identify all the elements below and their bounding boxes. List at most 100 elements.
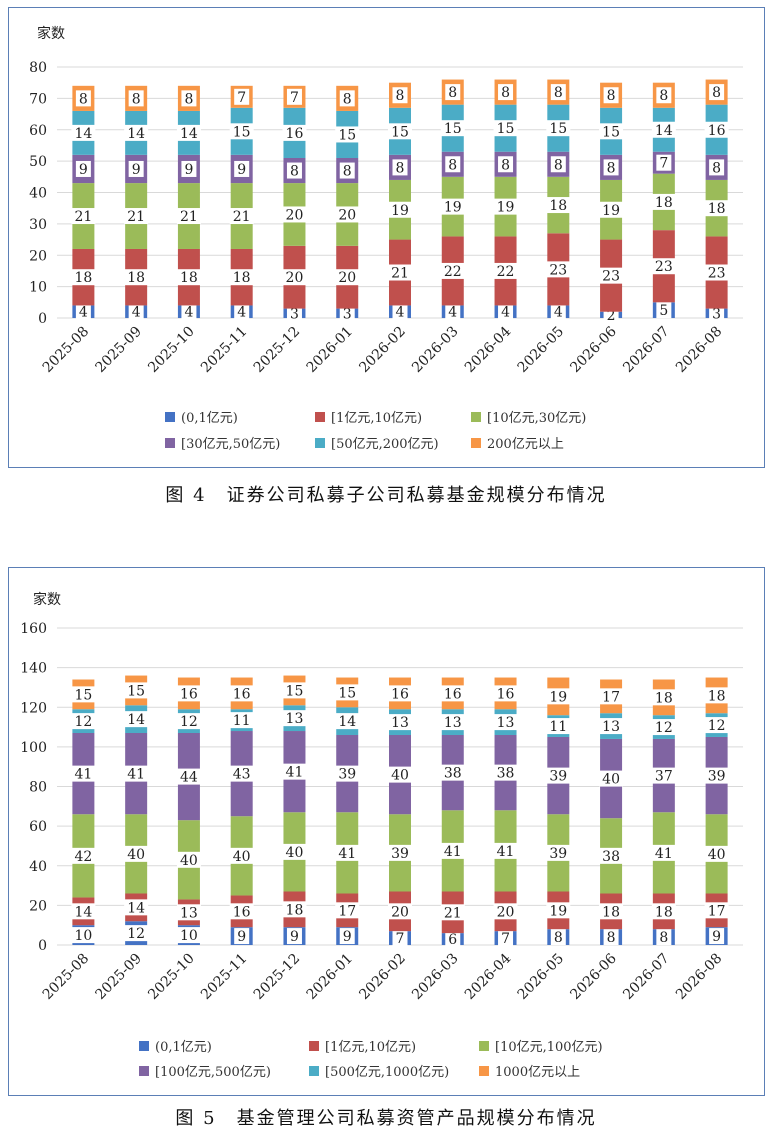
data-label-bg: [546, 844, 571, 861]
data-label-bg: [498, 303, 514, 320]
data-label: 17: [338, 903, 356, 919]
data-label: 22: [444, 264, 462, 280]
data-label: 39: [338, 767, 356, 783]
data-label-bg: [75, 303, 91, 320]
y-tick-label: 50: [29, 154, 47, 170]
data-label: 9: [237, 162, 246, 178]
data-label: 41: [74, 767, 92, 783]
data-label-bg: [440, 685, 465, 702]
legend-label: [1亿元,10亿元): [331, 411, 423, 426]
data-label-bg: [493, 120, 518, 137]
data-label: 13: [497, 715, 515, 731]
legend-swatch: [309, 1065, 319, 1076]
y-tick-label: 30: [29, 217, 47, 233]
data-label-bg: [709, 928, 725, 945]
data-label: 15: [338, 127, 356, 143]
data-label: 16: [233, 904, 251, 920]
data-label: 5: [659, 303, 668, 319]
data-label: 40: [180, 853, 198, 869]
data-label: 41: [338, 846, 356, 862]
data-label: 21: [74, 209, 92, 225]
data-label: 14: [74, 904, 92, 920]
data-label-bg: [651, 719, 676, 736]
data-label-bg: [498, 84, 514, 101]
data-label: 40: [602, 772, 620, 788]
data-label-bg: [704, 264, 729, 281]
data-label: 18: [655, 904, 673, 920]
data-label-bg: [599, 201, 624, 218]
data-label-bg: [388, 123, 412, 140]
data-label: 23: [708, 266, 726, 282]
data-label-bg: [71, 686, 96, 703]
data-label-bg: [176, 124, 201, 141]
data-label-bg: [709, 305, 725, 322]
data-label: 4: [79, 305, 88, 321]
data-label: 20: [338, 207, 356, 223]
data-label-bg: [440, 904, 465, 921]
legend-label: [100亿元,500亿元): [155, 1065, 271, 1080]
data-label-bg: [282, 901, 307, 918]
data-label-bg: [282, 843, 307, 860]
legend-label: 1000亿元以上: [495, 1065, 581, 1080]
data-label-bg: [282, 763, 307, 780]
data-label-bg: [181, 160, 197, 177]
data-label-bg: [493, 764, 518, 781]
data-label: 4: [554, 305, 563, 321]
data-label: 14: [338, 714, 356, 730]
data-label-bg: [128, 160, 144, 177]
data-label-bg: [651, 121, 676, 138]
data-label: 9: [237, 929, 246, 945]
data-label: 4: [237, 305, 246, 321]
data-label: 18: [602, 904, 620, 920]
data-label-bg: [335, 844, 360, 861]
y-tick-label: 20: [29, 248, 47, 264]
data-label-bg: [493, 685, 518, 702]
data-label: 17: [602, 689, 620, 705]
data-label: 39: [549, 846, 567, 862]
data-label-bg: [124, 124, 149, 141]
y-tick-label: 140: [20, 661, 47, 677]
data-label: 14: [655, 123, 673, 139]
data-label: 4: [396, 305, 405, 321]
data-label-bg: [704, 845, 729, 862]
data-label-bg: [440, 120, 465, 137]
data-label-bg: [550, 84, 566, 101]
data-label-bg: [229, 712, 254, 729]
data-label-bg: [124, 269, 149, 286]
data-label: 6: [448, 932, 457, 948]
data-label-bg: [234, 88, 250, 105]
legend-swatch: [165, 437, 175, 448]
data-label: 8: [448, 85, 457, 101]
data-label-bg: [71, 124, 96, 141]
data-label-bg: [176, 208, 201, 225]
data-label: 8: [659, 88, 668, 104]
data-label: 7: [237, 90, 246, 106]
data-label-bg: [599, 267, 624, 284]
chart-fig4: 01020304050607080家数4182191482025-0841821…: [29, 25, 743, 376]
data-label: 12: [655, 720, 673, 736]
data-label: 8: [554, 85, 563, 101]
data-label: 40: [391, 768, 409, 784]
data-label: 13: [602, 719, 620, 735]
data-label: 14: [74, 126, 92, 142]
legend-label: 200亿元以上: [487, 437, 564, 452]
data-label-bg: [546, 261, 571, 278]
data-label-bg: [709, 159, 725, 176]
y-tick-label: 0: [38, 311, 47, 327]
data-label: 7: [501, 931, 510, 947]
data-label: 9: [132, 162, 141, 178]
data-label-bg: [75, 160, 91, 177]
data-label-bg: [124, 899, 149, 916]
legend-swatch: [315, 437, 325, 448]
data-label: 37: [655, 769, 673, 785]
data-label: 40: [708, 847, 726, 863]
data-label: 17: [708, 903, 726, 919]
data-label: 18: [286, 902, 304, 918]
data-label: 9: [290, 929, 299, 945]
data-label-bg: [335, 126, 360, 143]
data-label-bg: [339, 305, 355, 322]
legend-swatch: [139, 1065, 149, 1076]
data-label-bg: [445, 156, 461, 173]
y-tick-label: 60: [29, 123, 47, 139]
data-label: 42: [74, 849, 92, 865]
